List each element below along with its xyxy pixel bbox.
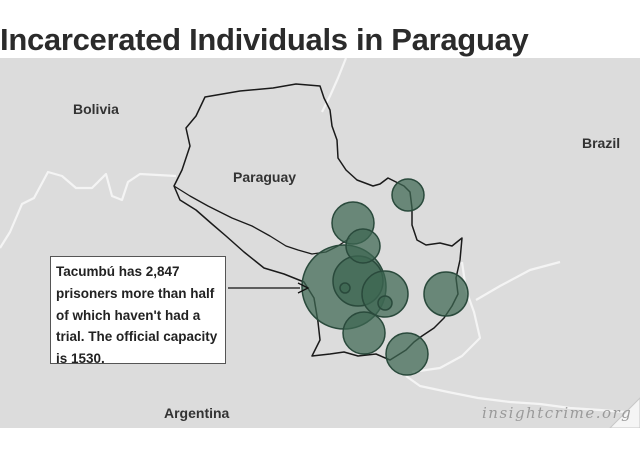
callout-arrow-head <box>297 282 310 294</box>
argentina-border-east <box>405 375 626 414</box>
prison-bubble <box>361 270 409 318</box>
neighbor-borders <box>0 58 626 414</box>
paraguay-river <box>173 185 351 255</box>
label-bolivia: Bolivia <box>73 101 119 117</box>
corner-fold <box>609 397 640 428</box>
label-paraguay: Paraguay <box>233 169 297 185</box>
prison-bubble <box>339 282 351 294</box>
map-background <box>0 58 640 428</box>
misc-border-east <box>475 260 561 301</box>
brazil-north-border <box>321 58 348 113</box>
map-title: Incarcerated Individuals in Paraguay <box>0 22 529 57</box>
prison-bubble <box>385 332 429 376</box>
prison-bubble <box>391 178 425 212</box>
prison-bubble <box>342 311 386 355</box>
bolivia-brazil-border <box>0 170 177 249</box>
source-credit: insightcrime.org <box>482 404 633 422</box>
prison-bubble <box>423 271 469 317</box>
label-argentina: Argentina <box>164 405 230 421</box>
callout-box: Tacumbú has 2,847 prisoners more than ha… <box>50 256 226 366</box>
prison-bubbles <box>301 178 469 376</box>
paraguay-map <box>0 58 640 428</box>
callout-text: Tacumbú has 2,847 prisoners more than ha… <box>56 264 218 367</box>
prison-bubble <box>377 295 393 311</box>
label-brazil: Brazil <box>582 135 621 151</box>
prison-bubble <box>345 228 381 264</box>
